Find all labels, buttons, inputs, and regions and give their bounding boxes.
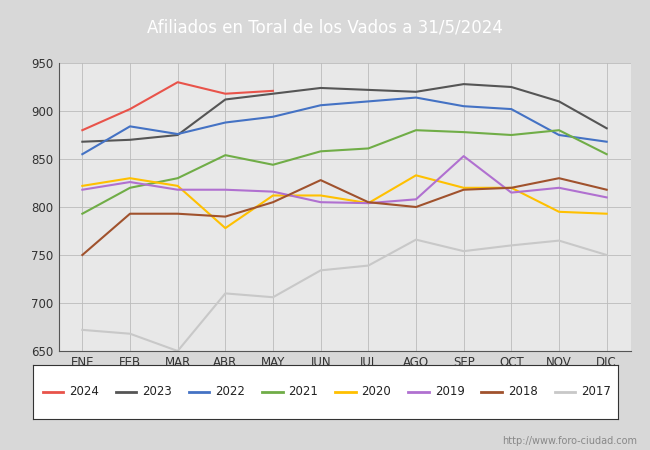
Text: 2022: 2022 [215, 385, 245, 398]
Text: 2023: 2023 [142, 385, 172, 398]
Text: 2020: 2020 [361, 385, 391, 398]
Text: 2017: 2017 [581, 385, 611, 398]
Text: 2021: 2021 [289, 385, 318, 398]
Text: Afiliados en Toral de los Vados a 31/5/2024: Afiliados en Toral de los Vados a 31/5/2… [147, 18, 503, 36]
Text: 2018: 2018 [508, 385, 538, 398]
Text: 2024: 2024 [69, 385, 99, 398]
Text: 2019: 2019 [435, 385, 465, 398]
Text: http://www.foro-ciudad.com: http://www.foro-ciudad.com [502, 436, 637, 446]
